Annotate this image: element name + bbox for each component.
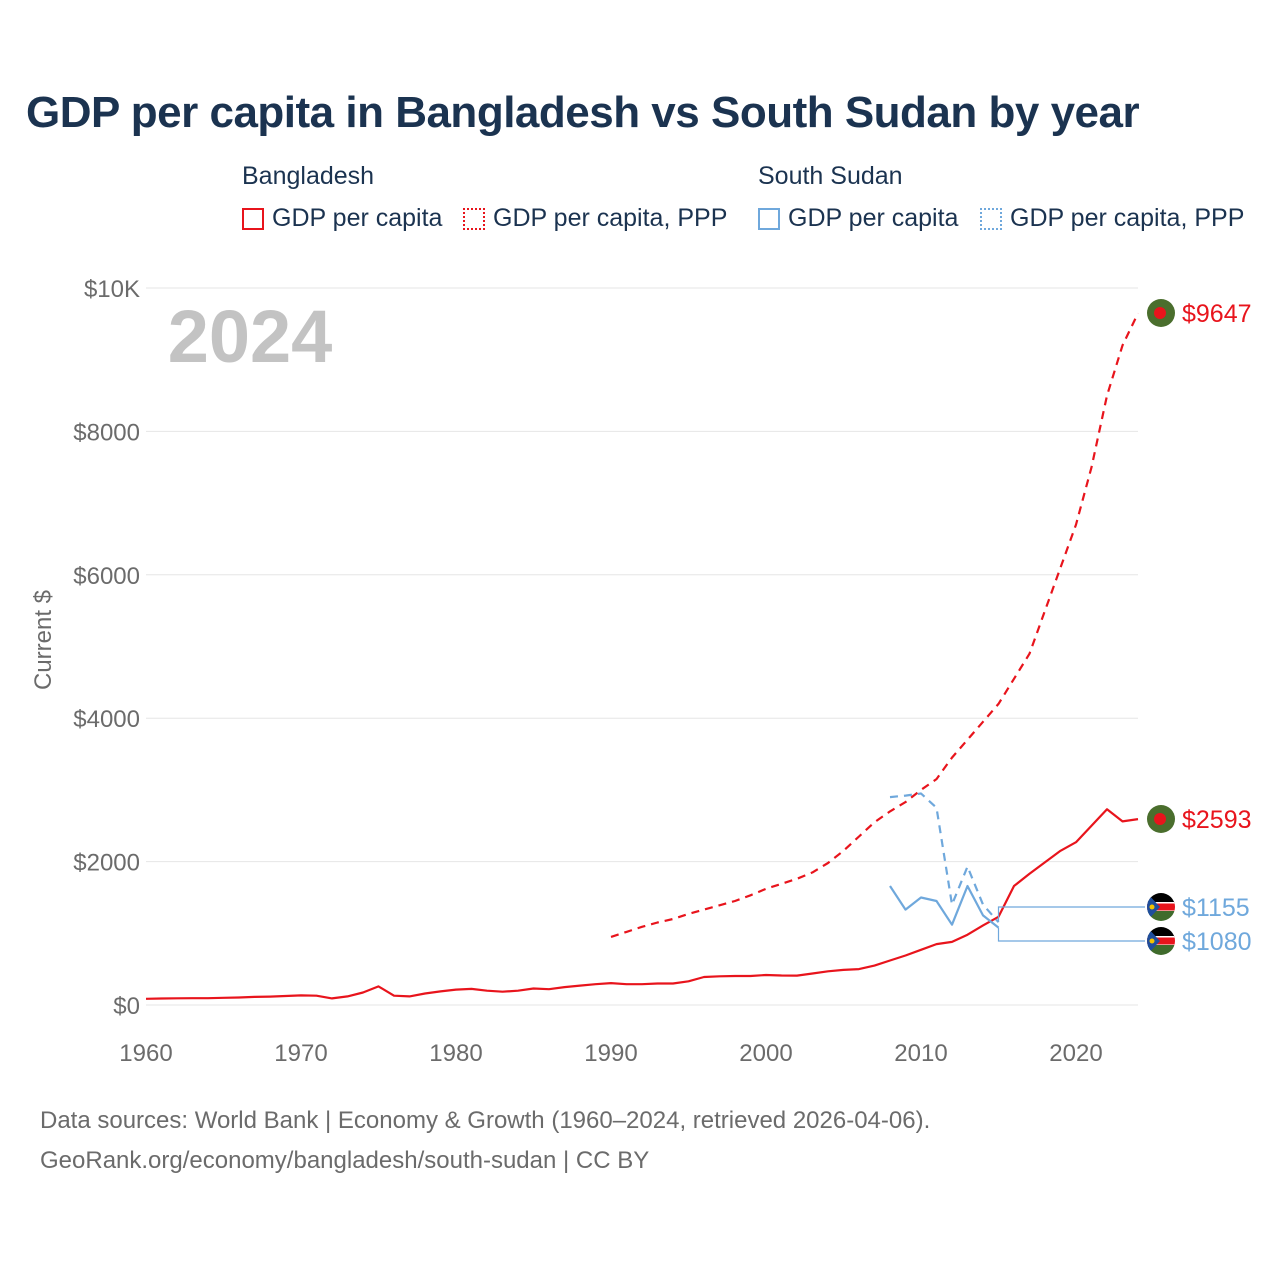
- series-line-3: [889, 792, 1000, 923]
- legend-swatch-solid-red: [242, 207, 264, 230]
- legend-group-south-sudan: South Sudan: [758, 162, 903, 190]
- flag-stripe-black: [1147, 893, 1175, 903]
- chart-title: GDP per capita in Bangladesh vs South Su…: [26, 88, 1140, 137]
- legend-label: GDP per capita: [272, 204, 443, 232]
- x-tick-label: 2010: [894, 1040, 947, 1067]
- end-value-label: $9647: [1182, 300, 1252, 328]
- legend-item-bangladesh-ppp[interactable]: GDP per capita, PPP: [463, 204, 727, 233]
- bangladesh-flag-dot: [1154, 813, 1166, 825]
- x-tick-label: 1990: [584, 1040, 637, 1067]
- x-tick-label: 2020: [1049, 1040, 1102, 1067]
- legend-label: GDP per capita, PPP: [1010, 204, 1245, 232]
- flag-fimbriation-top: [1147, 936, 1175, 938]
- series-line-1: [610, 312, 1139, 938]
- legend-item-bangladesh-gdp[interactable]: GDP per capita: [242, 204, 442, 233]
- end-value-label: $1155: [1182, 894, 1250, 922]
- end-value-label: $1080: [1182, 928, 1252, 956]
- y-tick-label: $4000: [73, 706, 140, 733]
- y-tick-label: $8000: [73, 419, 140, 446]
- flag-stripe-red: [1147, 937, 1175, 945]
- x-tick-label: 1960: [119, 1040, 172, 1067]
- y-tick-label: $2000: [73, 850, 140, 877]
- flag-star: [1149, 938, 1155, 944]
- y-tick-label: $0: [113, 993, 140, 1020]
- end-connector-3: [997, 927, 1145, 942]
- flag-stripe-red: [1147, 903, 1175, 911]
- x-tick-label: 2000: [739, 1040, 792, 1067]
- x-tick-label: 1980: [429, 1040, 482, 1067]
- flag-star: [1149, 904, 1155, 910]
- flag-stripe-black: [1147, 927, 1175, 937]
- flag-stripe-green: [1147, 911, 1175, 921]
- flag-fimbriation-top: [1147, 902, 1175, 904]
- legend-swatch-dotted-blue: [980, 207, 1002, 230]
- x-tick-label: 1970: [274, 1040, 327, 1067]
- legend-group-bangladesh: Bangladesh: [242, 162, 375, 190]
- south-sudan-flag-icon: [1147, 893, 1175, 921]
- footer-link[interactable]: GeoRank.org/economy/bangladesh/south-sud…: [40, 1147, 650, 1174]
- flag-stripe-green: [1147, 945, 1175, 955]
- y-axis-label: Current $: [30, 590, 57, 690]
- legend-swatch-dotted-red: [463, 207, 485, 230]
- legend-label: GDP per capita, PPP: [493, 204, 728, 232]
- y-tick-label: $6000: [73, 563, 140, 590]
- flag-body: [1147, 893, 1175, 921]
- y-tick-label: $10K: [84, 276, 140, 303]
- legend-swatch-solid-blue: [758, 207, 780, 230]
- bangladesh-flag-dot: [1154, 307, 1166, 319]
- series-line-2: [889, 884, 1000, 929]
- end-value-label: $2593: [1182, 806, 1252, 834]
- year-watermark: 2024: [168, 295, 333, 378]
- series-line-0: [145, 808, 1139, 1000]
- legend-item-south-sudan-gdp[interactable]: GDP per capita: [758, 204, 958, 233]
- footer-sources: Data sources: World Bank | Economy & Gro…: [40, 1107, 931, 1134]
- legend-item-south-sudan-ppp[interactable]: GDP per capita, PPP: [980, 204, 1244, 233]
- south-sudan-flag-icon: [1147, 927, 1175, 955]
- end-connector-2: [997, 906, 1145, 923]
- flag-body: [1147, 927, 1175, 955]
- legend-label: GDP per capita: [788, 204, 959, 232]
